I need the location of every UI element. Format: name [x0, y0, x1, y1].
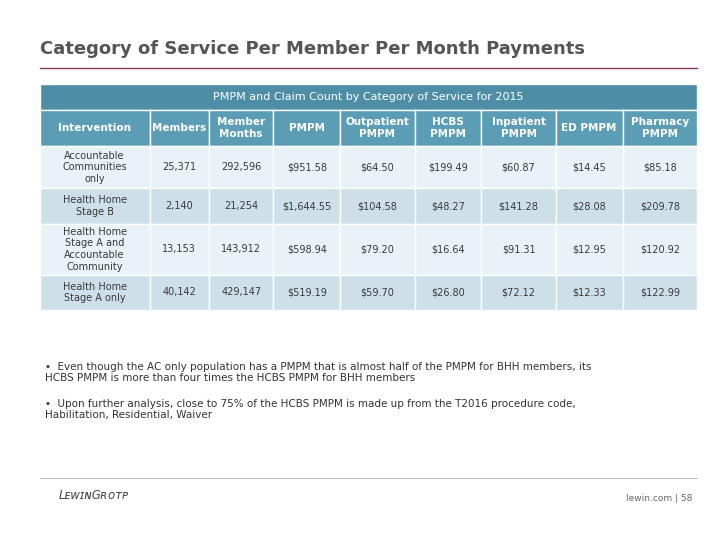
Text: 429,147: 429,147: [221, 287, 261, 298]
Text: Accountable
Communities
only: Accountable Communities only: [63, 151, 127, 184]
Text: lewin.com | 58: lewin.com | 58: [626, 494, 693, 503]
Text: $91.31: $91.31: [502, 244, 536, 254]
Text: 2,140: 2,140: [166, 201, 193, 211]
Text: LᴇᴡɪɴGʀᴏᴛᴘ: LᴇᴡɪɴGʀᴏᴛᴘ: [58, 489, 129, 502]
Text: Member
Months: Member Months: [217, 117, 265, 139]
Text: •  Upon further analysis, close to 75% of the HCBS PMPM is made up from the T201: • Upon further analysis, close to 75% of…: [45, 399, 576, 420]
Text: $60.87: $60.87: [502, 163, 536, 172]
Text: $12.33: $12.33: [572, 287, 606, 298]
Text: $28.08: $28.08: [572, 201, 606, 211]
Text: $141.28: $141.28: [499, 201, 539, 211]
Text: $79.20: $79.20: [361, 244, 395, 254]
Text: Category of Service Per Member Per Month Payments: Category of Service Per Member Per Month…: [40, 40, 585, 58]
Text: $72.12: $72.12: [502, 287, 536, 298]
Text: $14.45: $14.45: [572, 163, 606, 172]
Text: $12.95: $12.95: [572, 244, 606, 254]
Text: $104.58: $104.58: [357, 201, 397, 211]
Text: $64.50: $64.50: [361, 163, 395, 172]
Text: 13,153: 13,153: [162, 244, 197, 254]
Text: Health Home
Stage B: Health Home Stage B: [63, 195, 127, 217]
Text: $48.27: $48.27: [431, 201, 465, 211]
Text: Intervention: Intervention: [58, 123, 131, 133]
Text: $519.19: $519.19: [287, 287, 327, 298]
Text: $16.64: $16.64: [431, 244, 465, 254]
Text: HCBS
PMPM: HCBS PMPM: [430, 117, 466, 139]
Text: $59.70: $59.70: [361, 287, 395, 298]
Text: $26.80: $26.80: [431, 287, 465, 298]
Text: Health Home
Stage A and
Accountable
Community: Health Home Stage A and Accountable Comm…: [63, 227, 127, 272]
Text: 143,912: 143,912: [221, 244, 261, 254]
Text: $122.99: $122.99: [640, 287, 680, 298]
Text: 25,371: 25,371: [162, 163, 197, 172]
Text: 21,254: 21,254: [224, 201, 258, 211]
Text: $598.94: $598.94: [287, 244, 327, 254]
Text: •  Even though the AC only population has a PMPM that is almost half of the PMPM: • Even though the AC only population has…: [45, 362, 592, 383]
Text: $199.49: $199.49: [428, 163, 468, 172]
Text: $120.92: $120.92: [640, 244, 680, 254]
Text: Outpatient
PMPM: Outpatient PMPM: [346, 117, 410, 139]
Text: ED PMPM: ED PMPM: [562, 123, 617, 133]
Text: PMPM and Claim Count by Category of Service for 2015: PMPM and Claim Count by Category of Serv…: [213, 92, 523, 102]
Text: 40,142: 40,142: [162, 287, 197, 298]
Text: Members: Members: [152, 123, 207, 133]
Text: $209.78: $209.78: [640, 201, 680, 211]
Text: Health Home
Stage A only: Health Home Stage A only: [63, 282, 127, 303]
Text: PMPM: PMPM: [289, 123, 325, 133]
Text: 292,596: 292,596: [221, 163, 261, 172]
Text: $951.58: $951.58: [287, 163, 327, 172]
Text: Inpatient
PMPM: Inpatient PMPM: [492, 117, 546, 139]
Text: $85.18: $85.18: [643, 163, 677, 172]
Text: Pharmacy
PMPM: Pharmacy PMPM: [631, 117, 689, 139]
Text: $1,644.55: $1,644.55: [282, 201, 331, 211]
